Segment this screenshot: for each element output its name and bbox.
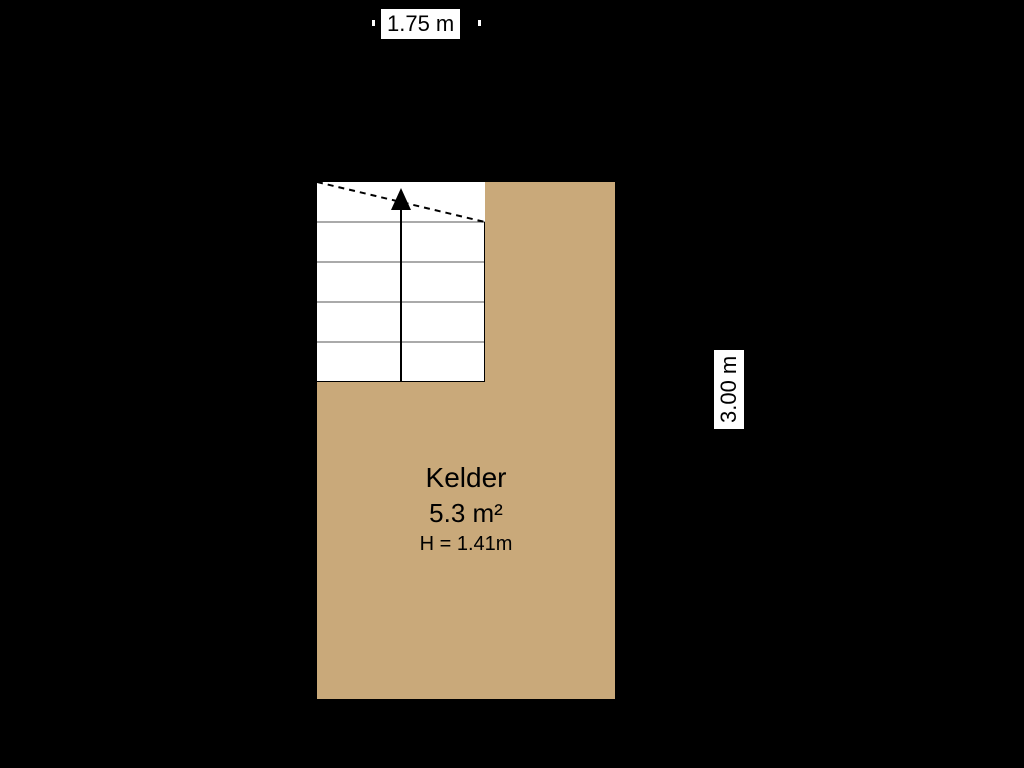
floorplan-canvas: 1.75 m 3.00 m [0, 0, 1024, 768]
dim-tick [478, 20, 481, 26]
dim-tick [372, 20, 375, 26]
dimension-width-label: 1.75 m [380, 8, 461, 40]
room-kelder: Kelder 5.3 m² H = 1.41m [313, 178, 619, 703]
dimension-width-text: 1.75 m [387, 11, 454, 36]
stairs-svg [317, 182, 485, 382]
stairs [317, 182, 485, 382]
room-height-label: H = 1.41m [317, 533, 615, 556]
room-name-label: Kelder [317, 462, 615, 494]
dimension-height-text: 3.00 m [716, 356, 741, 423]
room-labels: Kelder 5.3 m² H = 1.41m [317, 462, 615, 556]
room-area-label: 5.3 m² [317, 498, 615, 529]
dimension-height-label: 3.00 m [713, 349, 745, 430]
